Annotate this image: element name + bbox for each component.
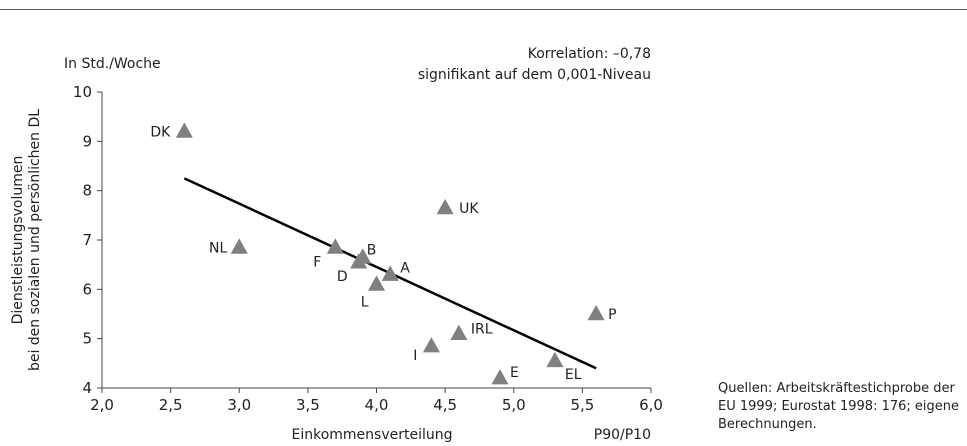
- point-marker-i: [422, 337, 440, 353]
- data-points: DK NL F B D A L UK IRL I E EL P: [150, 122, 617, 385]
- point-marker-d: [350, 253, 368, 269]
- point-marker-a: [381, 265, 399, 281]
- x-axis-ticks: 2,0 2,5 3,0 3,5 4,0 4,5 5,0 5,5 6,0: [90, 388, 663, 414]
- point-marker-l: [367, 275, 386, 291]
- y-axis-label-line-2: bei den sozialen und persönlichen DL: [27, 109, 43, 371]
- point-label-a: A: [400, 261, 410, 277]
- point-label-el: EL: [565, 367, 582, 383]
- y-tick-label: 5: [82, 330, 92, 348]
- annotation-line-2: signifikant auf dem 0,001-Niveau: [418, 67, 651, 83]
- y-tick-label: 8: [82, 182, 92, 200]
- y-tick-label: 4: [82, 379, 92, 397]
- point-label-nl: NL: [209, 240, 227, 256]
- y-axis-label-line-1: Dienstleistungsvolumen: [10, 156, 26, 325]
- point-label-d: D: [337, 269, 348, 285]
- point-label-irl: IRL: [471, 322, 493, 338]
- point-label-dk: DK: [150, 124, 171, 140]
- point-label-uk: UK: [459, 201, 479, 217]
- point-label-f: F: [313, 254, 321, 270]
- x-axis-label: Einkommensverteilung: [291, 427, 452, 443]
- x-tick-label: 6,0: [639, 396, 663, 414]
- point-marker-irl: [450, 324, 468, 341]
- source-note: Quellen: Arbeitskräftestichprobe der EU …: [718, 381, 960, 432]
- point-marker-f: [326, 238, 344, 254]
- point-marker-uk: [436, 198, 454, 215]
- point-marker-dk: [175, 122, 193, 138]
- point-marker-e: [491, 369, 509, 385]
- y-tick-label: 9: [82, 132, 92, 150]
- annotation-line-1: Korrelation: –0,78: [528, 46, 651, 62]
- y-tick-label: 10: [73, 83, 92, 101]
- y-tick-label: 6: [82, 280, 92, 298]
- point-marker-nl: [230, 238, 248, 254]
- point-label-l: L: [361, 294, 369, 310]
- y-axis-ticks: 4 5 6 7 8 9 10: [73, 83, 102, 397]
- point-label-e: E: [510, 365, 519, 381]
- x-unit-label: P90/P10: [594, 427, 651, 443]
- x-tick-label: 5,0: [502, 396, 526, 414]
- point-label-p: P: [608, 307, 616, 323]
- x-tick-label: 3,5: [296, 396, 320, 414]
- x-tick-label: 4,0: [365, 396, 389, 414]
- top-rule: [0, 9, 967, 10]
- point-label-i: I: [413, 348, 417, 364]
- y-unit-label: In Std./Woche: [64, 56, 161, 72]
- y-tick-label: 7: [82, 231, 92, 249]
- point-label-b: B: [367, 242, 377, 258]
- point-marker-p: [587, 305, 605, 321]
- y-axis-label: Dienstleistungsvolumenbei den sozialen u…: [10, 109, 43, 371]
- x-tick-label: 2,5: [159, 396, 183, 414]
- x-tick-label: 5,5: [570, 396, 594, 414]
- point-marker-el: [546, 351, 564, 368]
- x-tick-label: 4,5: [433, 396, 457, 414]
- x-tick-label: 3,0: [227, 396, 251, 414]
- x-tick-label: 2,0: [90, 396, 114, 414]
